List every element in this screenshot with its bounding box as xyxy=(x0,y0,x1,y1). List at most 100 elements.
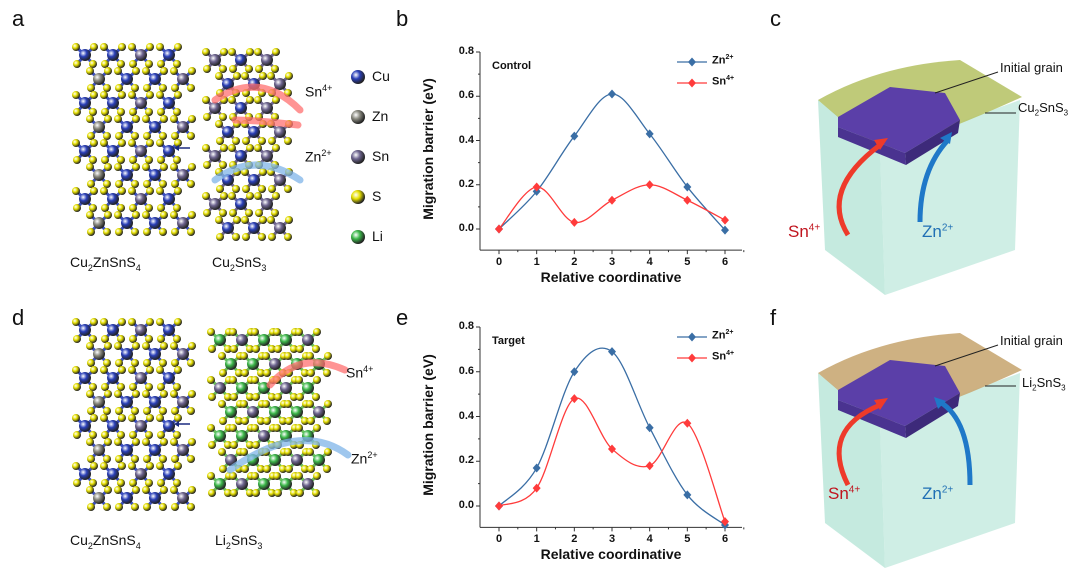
li2sns3-grain-model xyxy=(818,333,1022,568)
ion-zn-a: Zn2+ xyxy=(305,148,332,165)
series-line-zn xyxy=(498,93,726,231)
legend-marker xyxy=(688,353,696,363)
data-point-zn xyxy=(645,423,654,433)
x-tick-label: 4 xyxy=(646,533,653,546)
data-point-zn xyxy=(645,129,654,139)
crystal-structure xyxy=(72,43,196,236)
ion-zn-d: Zn2+ xyxy=(351,450,378,467)
crystal-structure xyxy=(72,318,196,511)
x-axis-label: Relative coordinative xyxy=(540,546,682,563)
data-point-zn xyxy=(721,225,729,235)
legend-marker xyxy=(688,78,696,88)
data-point-sn xyxy=(570,394,579,404)
phase-label-f: Li2SnS3 xyxy=(1022,375,1066,393)
migration-arrow-icon xyxy=(211,161,304,184)
y-tick-label: 0.4 xyxy=(458,133,474,146)
x-tick-label: 3 xyxy=(608,533,616,546)
data-point-sn xyxy=(645,461,654,471)
formula-cu2znsns4-d: Cu2ZnSnS4 xyxy=(70,532,141,551)
ion-sn-a: Sn4+ xyxy=(305,83,333,100)
legend-label-s: S xyxy=(372,188,382,204)
chart-control xyxy=(476,51,745,255)
x-tick-label: 5 xyxy=(684,256,691,269)
legend-atom-s-icon xyxy=(351,190,365,204)
y-axis-label: Migration barrier (eV) xyxy=(420,354,436,496)
ion-arrow-icon xyxy=(938,399,973,486)
chart-annotation: Target xyxy=(492,335,525,347)
data-point-zn xyxy=(608,89,616,99)
legend-label-sn: Sn xyxy=(372,148,390,164)
y-tick-label: 0.6 xyxy=(458,364,474,377)
data-point-zn xyxy=(683,182,692,192)
ion-arrow-icon xyxy=(836,143,882,237)
data-point-sn xyxy=(721,215,729,225)
panel-label-c: c xyxy=(770,6,781,31)
data-point-sn xyxy=(532,182,541,192)
phase-label-c: Cu2SnS3 xyxy=(1018,100,1069,118)
legend-marker xyxy=(688,57,696,67)
initial-grain-label-c: Initial grain xyxy=(1000,60,1063,75)
legend-entry-zn: Zn2+ xyxy=(712,54,734,67)
panel-label-e: e xyxy=(396,305,409,330)
cu2sns3-grain-model xyxy=(818,60,1022,295)
data-point-zn xyxy=(532,463,541,473)
legend-label-cu: Cu xyxy=(372,68,390,84)
x-tick-label: 2 xyxy=(571,533,578,546)
migration-arrow-icon xyxy=(226,437,352,474)
data-point-sn xyxy=(608,195,616,205)
y-tick-label: 0.6 xyxy=(458,89,474,102)
initial-grain-icon xyxy=(838,87,960,153)
data-point-sn xyxy=(645,180,654,190)
panel-label-f: f xyxy=(770,305,777,330)
formula-li2sns3-d: Li2SnS3 xyxy=(215,532,263,551)
y-tick-label: 0.2 xyxy=(458,454,474,467)
legend-atom-sn-icon xyxy=(351,150,365,164)
x-tick-label: 2 xyxy=(571,256,578,269)
legend-label-li: Li xyxy=(372,228,383,244)
legend-marker xyxy=(688,332,696,342)
ion-sn-f: Sn4+ xyxy=(828,484,861,503)
legend-label-zn: Zn xyxy=(372,108,389,124)
migration-arrow-icon xyxy=(231,116,302,129)
ion-arrow-icon xyxy=(836,402,881,487)
y-axis-label: Migration barrier (eV) xyxy=(420,78,436,220)
data-point-sn xyxy=(495,224,503,234)
y-tick-label: 0.0 xyxy=(458,222,474,234)
x-tick-label: 1 xyxy=(533,256,540,269)
migration-arrow-icon xyxy=(211,83,304,114)
x-tick-label: 6 xyxy=(721,533,729,546)
x-axis-label: Relative coordinative xyxy=(540,269,682,286)
data-point-sn xyxy=(608,444,616,454)
data-point-zn xyxy=(570,367,579,377)
y-tick-label: 0.2 xyxy=(458,177,474,190)
x-tick-label: 0 xyxy=(495,256,503,269)
data-point-zn xyxy=(683,490,692,500)
crystal-structure xyxy=(202,48,293,241)
formula-cu2znsns4-a: Cu2ZnSnS4 xyxy=(70,254,141,273)
legend-atom-li-icon xyxy=(351,230,365,244)
ion-sn-d: Sn4+ xyxy=(346,364,374,381)
formula-cu2sns3-a: Cu2SnS3 xyxy=(212,254,267,273)
x-tick-label: 0 xyxy=(495,533,503,546)
series-line-sn xyxy=(498,397,726,522)
legend-atom-zn-icon xyxy=(351,110,365,124)
data-point-zn xyxy=(570,131,579,141)
y-tick-label: 0.8 xyxy=(458,45,474,57)
x-tick-label: 5 xyxy=(684,533,691,546)
chart-target xyxy=(476,326,745,532)
data-point-sn xyxy=(683,418,692,428)
series-line-zn xyxy=(498,347,726,526)
x-tick-label: 6 xyxy=(721,256,729,269)
chart-annotation: Control xyxy=(492,60,532,72)
ion-sn-c: Sn4+ xyxy=(788,222,821,241)
data-point-sn xyxy=(683,195,692,205)
y-tick-label: 0.0 xyxy=(458,499,474,511)
ion-zn-f: Zn2+ xyxy=(922,484,954,503)
data-point-sn xyxy=(721,517,729,527)
ion-arrow-icon xyxy=(917,138,950,223)
data-point-zn xyxy=(608,347,616,357)
initial-grain-label-f: Initial grain xyxy=(1000,333,1063,348)
panel-label-b: b xyxy=(396,6,409,31)
ion-zn-c: Zn2+ xyxy=(922,222,954,241)
